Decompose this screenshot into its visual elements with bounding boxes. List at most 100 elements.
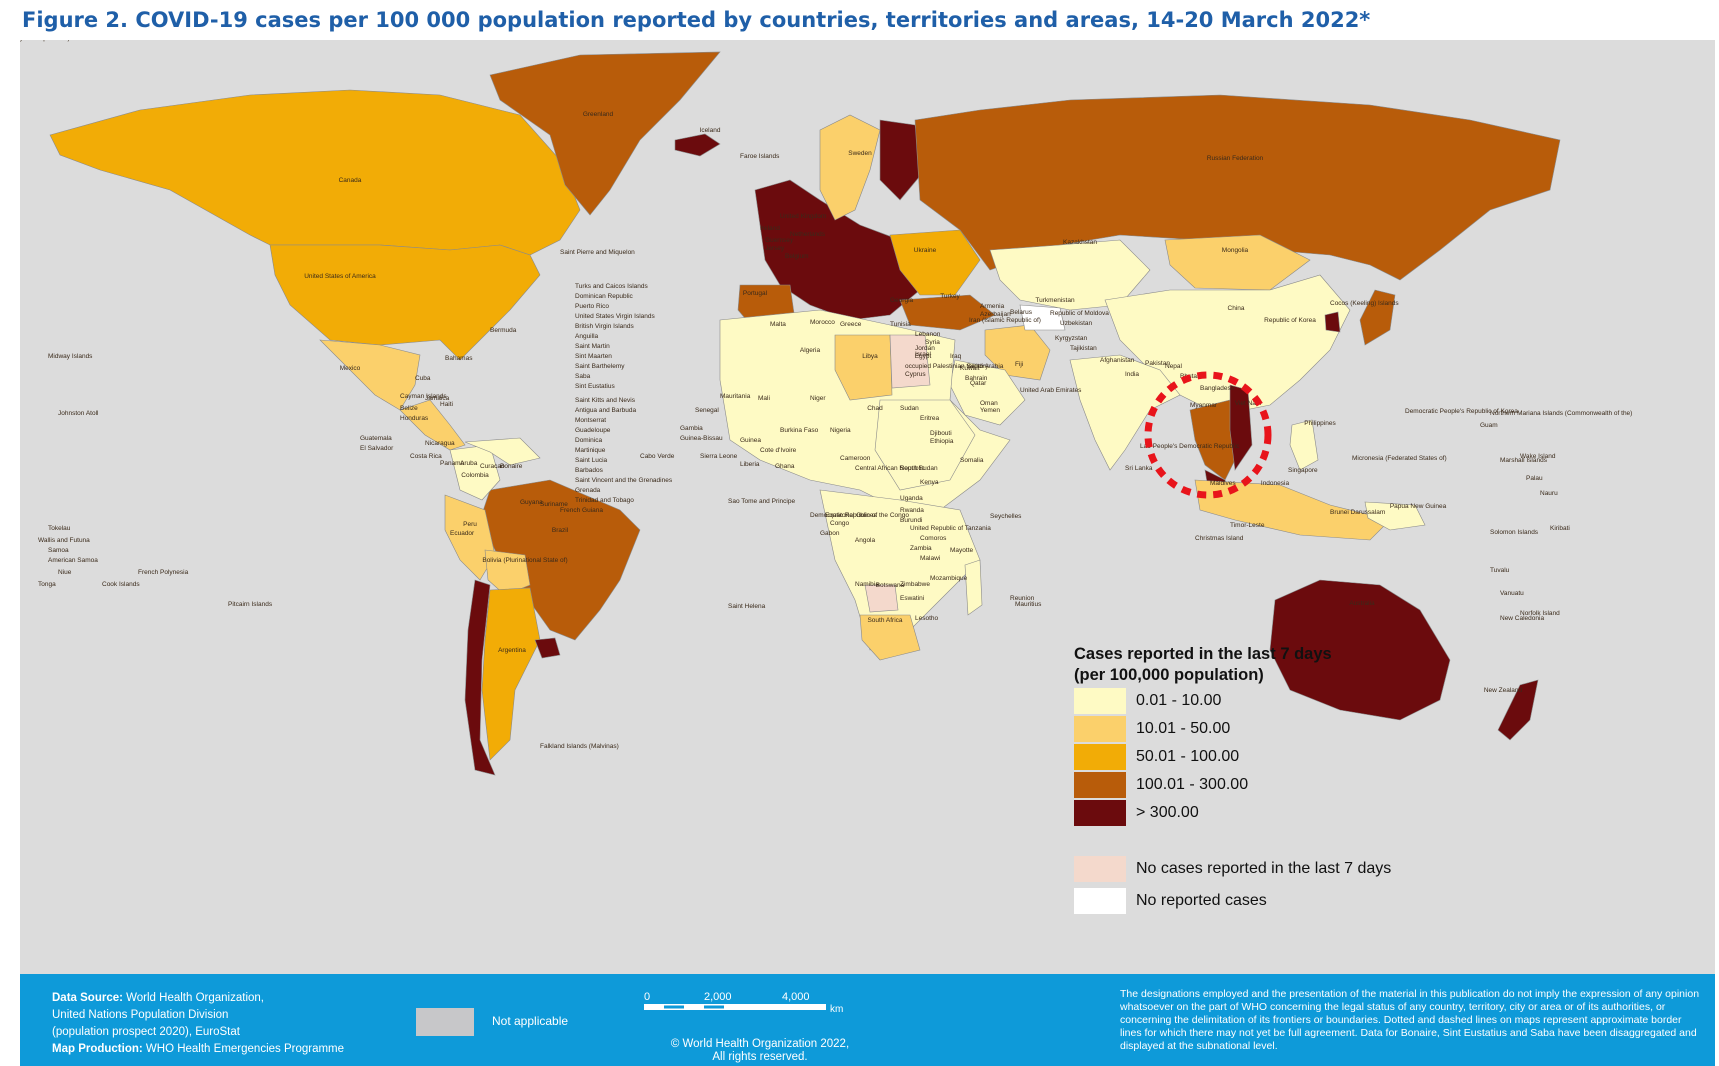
place-label: El Salvador [360,445,394,452]
place-label: Democratic Republic of the Congo [810,512,909,519]
place-label: Haiti [440,401,453,408]
place-label: Jordan [915,345,935,352]
region-label: India [1125,371,1139,378]
region-label: Mongolia [1222,247,1249,254]
production-text: WHO Health Emergencies Programme [142,1043,345,1055]
place-label: Saint Lucia [575,457,608,464]
place-label: Palau [1526,475,1543,482]
place-label: Democratic People's Republic of Korea [1405,408,1518,415]
legend-swatch [1074,772,1126,798]
region-central-africa [874,399,976,491]
place-label: Wake Island [1520,453,1556,460]
choropleth-map: Canada United States of America Greenland I… [20,40,1632,776]
legend-item: 100.01 - 300.00 [1074,772,1454,800]
place-label: Senegal [695,407,719,414]
place-label: Reunion [1010,595,1035,602]
region-southern-africa [819,489,981,651]
place-label: Wallis and Futuna [38,537,90,544]
region-label: Madagascar [20,40,39,42]
legend-swatch [1074,744,1126,770]
place-label: United Republic of Tanzania [910,525,991,532]
legend-title-line1: Cases reported in the last 7 days [1074,645,1332,663]
place-label: Seychelles [990,513,1022,520]
place-label: Costa Rica [410,453,442,460]
region-argentina [481,587,541,761]
place-label: Samoa [48,547,69,554]
place-label: Liberia [740,461,760,468]
place-label: British Virgin Islands [575,323,635,330]
region-mexico [319,339,421,411]
region-label: Libya [862,353,878,360]
region-turkey [899,294,996,331]
highlight-circle [1144,371,1272,499]
place-label: Nigeria [830,427,851,434]
place-label: Dominican Republic [575,293,634,300]
place-label: Sao Tome and Principe [728,498,795,505]
legend-label: 0.01 - 10.00 [1136,692,1222,709]
place-label: Nepal [1165,363,1183,370]
region-label: Viet Nam [1235,400,1262,407]
place-label: Zimbabwe [900,581,930,588]
region-japan [1359,289,1396,346]
region-label: Canada [339,177,362,184]
region-label: Angola [855,537,876,544]
place-label: Saint Pierre and Miquelon [560,249,635,256]
region-united-states-of-america [269,244,541,361]
place-label: Mauritius [1015,601,1042,608]
scale-label-4000: 4,000 [782,991,810,1003]
region-label: Russian Federation [1207,155,1264,162]
place-label: Timor-Leste [1230,522,1265,529]
place-label: Morocco [810,319,835,326]
place-label: Johnston Atoll [58,410,99,417]
region-australia [1269,579,1451,721]
place-label: Mali [758,395,770,402]
region-label: Indonesia [1261,480,1290,487]
region-label: Bolivia (Plurinational State of) [482,557,567,564]
place-label: Mayotte [950,547,974,554]
region-south-africa [859,614,921,661]
place-label: Cameroon [840,455,871,462]
legend-label: No reported cases [1136,892,1267,909]
region-central-america [399,399,466,451]
place-label: Falkland Islands (Malvinas) [540,743,619,750]
place-label: Iraq [950,353,962,360]
world-map: Canada United States of America Greenland I… [20,40,1715,974]
place-label: Sierra Leone [700,453,738,460]
scale-bar: 0 2,000 4,000 km [644,991,843,1015]
place-label: Eswatini [900,595,924,602]
place-label: Guinea [740,437,761,444]
region-chile [464,579,496,776]
place-label: Equatorial Guinea [825,512,877,519]
place-label: Ethiopia [930,438,954,445]
place-label: Zambia [910,545,932,552]
place-label: Curacao [480,463,505,470]
region-label: Mexico [340,365,361,372]
legend-swatch [1074,888,1126,914]
source-text: World Health Organization, [122,992,264,1004]
region-india [1069,354,1181,471]
place-label: Saint Helena [728,603,766,610]
place-label: Guadeloupe [575,427,611,434]
place-label: Ireland [760,225,780,232]
place-label: Trinidad and Tobago [575,497,634,504]
region-label: Australia [1349,600,1375,607]
place-label: Guam [1480,422,1498,429]
legend-title: Cases reported in the last 7 days (per 1… [1074,644,1434,686]
place-label: Barbados [575,467,604,474]
legend-label: 10.01 - 50.00 [1136,720,1231,737]
legend-swatch [1074,688,1126,714]
place-label: Jersey [765,245,785,252]
region-papua-new-guinea [1364,501,1426,531]
region-viet-nam [1229,384,1253,471]
place-label: Puerto Rico [575,303,609,310]
place-label: Namibia [855,581,879,588]
map-legend: Cases reported in the last 7 days (per 1… [1054,644,1474,969]
place-label: Bangladesh [1200,385,1235,392]
source-line3: (population prospect 2020), EuroStat [52,1026,240,1038]
place-label: Antigua and Barbuda [575,407,636,414]
place-label: Belarus [1010,309,1033,316]
copyright-line1: © World Health Organization 2022, [670,1038,850,1050]
place-label: Comoros [920,535,947,542]
place-label: Eritrea [920,415,940,422]
place-label: Sint Maarten [575,353,612,360]
